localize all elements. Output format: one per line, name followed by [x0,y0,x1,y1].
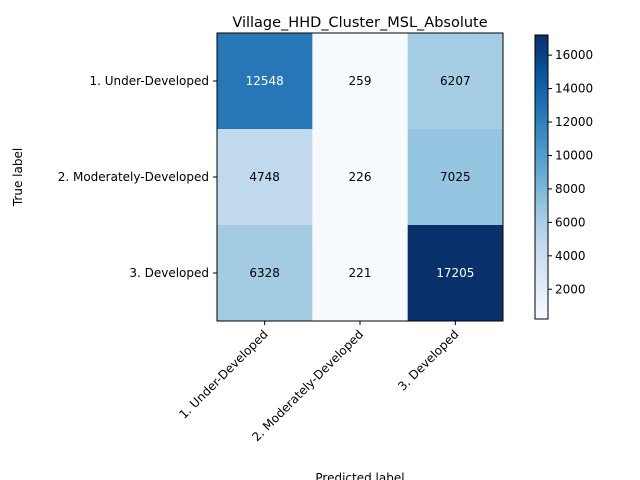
chart-title: Village_HHD_Cluster_MSL_Absolute [232,15,487,31]
cell-value-label: 6207 [440,74,471,88]
colorbar-tick-label: 8000 [555,182,586,196]
x-tick-label: 2. Moderately-Developed [249,327,366,444]
x-axis-label: Predicted label [315,471,404,480]
colorbar-tick-label: 12000 [555,115,593,129]
heatmap-cell [312,129,409,226]
y-tick-label: 3. Developed [129,266,209,280]
cell-value-label: 12548 [246,74,284,88]
heatmap-cell [407,225,504,322]
heatmap-cell [217,129,313,226]
colorbar-tick-label: 4000 [555,249,586,263]
colorbar-ticks: 2000 4000 6000 8000 10000 12000 14000 16000 [548,48,593,296]
heatmap-cell [217,33,313,130]
colorbar-tick-label: 6000 [555,215,586,229]
cell-value-label: 6328 [249,266,280,280]
y-axis-ticks: 1. Under-Developed 2. Moderately-Develope… [58,74,217,280]
cell-value-label: 221 [349,266,372,280]
heatmap-cells: 12548 259 6207 4748 226 7025 6328 221 17205 [217,33,504,322]
y-axis-label: True label [11,148,25,207]
y-tick-label: 1. Under-Developed [89,74,209,88]
heatmap-cell [217,225,313,322]
colorbar-tick-label: 14000 [555,82,593,96]
colorbar-tick-label: 10000 [555,148,593,162]
heatmap-cell [312,225,409,322]
cell-value-label: 7025 [440,170,471,184]
cell-value-label: 4748 [249,170,280,184]
heatmap-cell [407,33,504,130]
heatmap-cell [407,129,504,226]
cell-value-label: 259 [349,74,372,88]
colorbar [534,34,549,320]
colorbar-tick-label: 2000 [555,282,586,296]
colorbar-tick-label: 16000 [555,48,593,62]
cell-value-label: 226 [349,170,372,184]
heatmap-cell [312,33,409,130]
y-tick-label: 2. Moderately-Developed [58,170,209,184]
cell-value-label: 17205 [436,266,474,280]
x-tick-label: 1. Under-Developed [176,327,270,421]
x-tick-label: 3. Developed [395,327,461,393]
